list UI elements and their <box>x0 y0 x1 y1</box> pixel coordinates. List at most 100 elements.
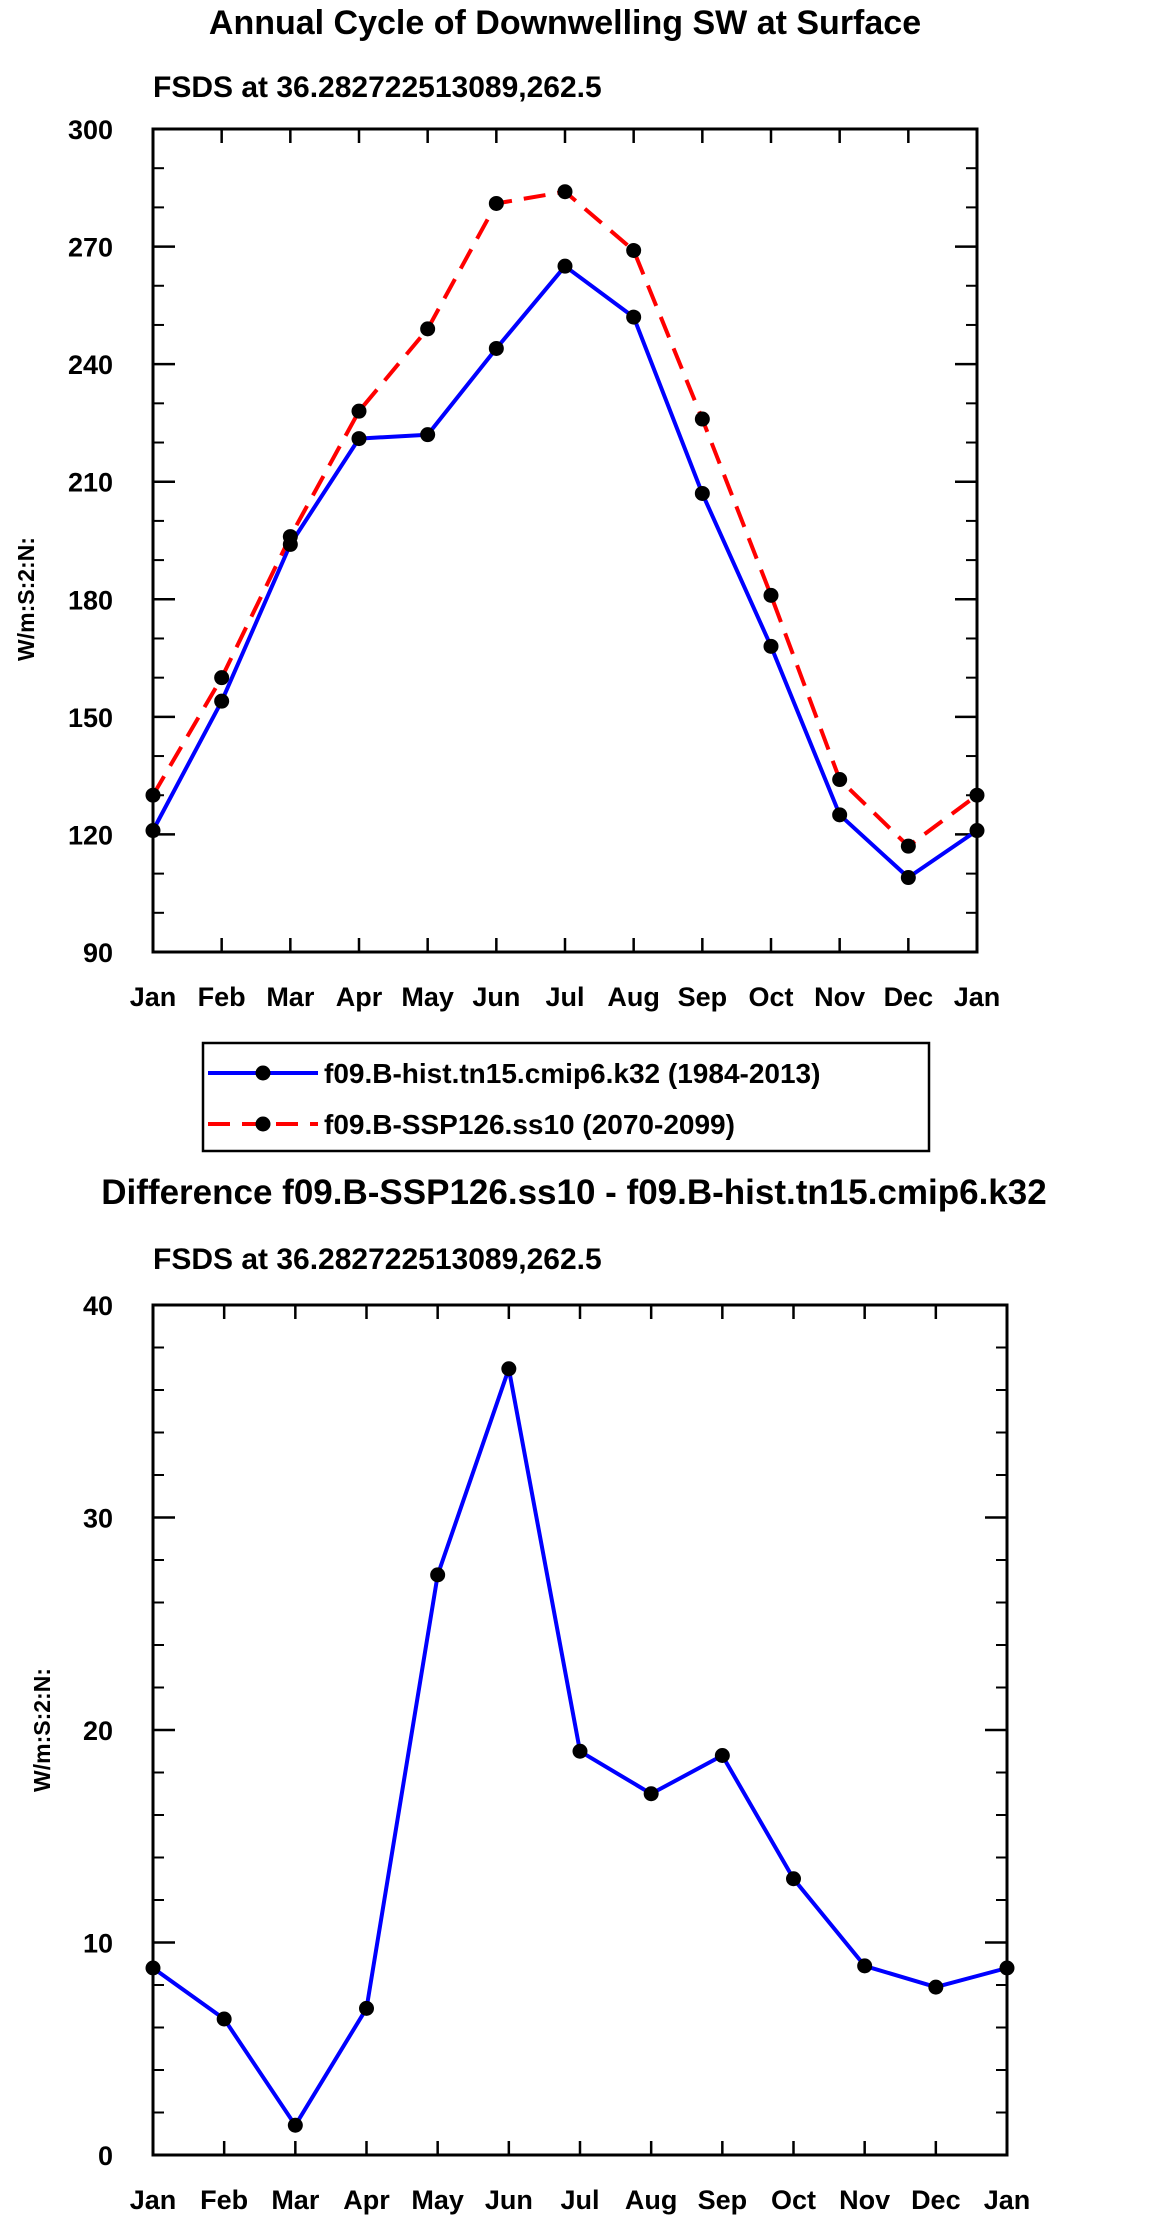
data-point <box>488 195 504 211</box>
data-point <box>626 309 642 325</box>
legend-label-ssp: f09.B-SSP126.ss10 (2070-2099) <box>324 1109 735 1140</box>
data-series <box>145 184 985 886</box>
y-tick-label: 40 <box>83 1291 113 1321</box>
tick-labels: Jan Feb Mar Apr May Jun Jul Aug Sep Oct Nov Dec Jan 9… <box>68 115 1000 1012</box>
x-tick-label: Jun <box>472 982 520 1012</box>
chart-subtitle: FSDS at 36.282722513089,262.5 <box>153 71 602 104</box>
y-tick-label: 270 <box>68 233 113 263</box>
data-point <box>359 2000 374 2016</box>
data-point <box>900 870 916 886</box>
y-tick-label: 180 <box>68 585 113 615</box>
data-point <box>145 823 161 839</box>
x-tick-label: Jul <box>545 982 584 1012</box>
y-tick-label: 90 <box>83 938 113 968</box>
x-tick-label: Sep <box>698 2185 748 2215</box>
data-point <box>420 427 436 443</box>
y-tick-label: 10 <box>83 1929 113 1959</box>
data-point <box>832 772 848 788</box>
legend-marker-hist <box>255 1065 271 1081</box>
data-point <box>214 693 230 709</box>
x-tick-label: Jul <box>560 2185 599 2215</box>
y-tick-label: 0 <box>98 2141 113 2171</box>
x-tick-label: May <box>411 2185 464 2215</box>
legend-entry-ssp: f09.B-SSP126.ss10 (2070-2099) <box>208 1109 735 1140</box>
x-tick-label: Apr <box>336 982 383 1012</box>
data-point <box>969 787 985 803</box>
x-tick-label: Oct <box>771 2185 816 2215</box>
x-tick-label: Nov <box>839 2185 890 2215</box>
chart-subtitle: FSDS at 36.282722513089,262.5 <box>153 1243 602 1276</box>
data-point <box>999 1960 1015 1976</box>
data-point <box>763 587 779 603</box>
data-point <box>488 340 504 356</box>
legend-marker-ssp <box>255 1116 271 1132</box>
y-axis-label: W/m:S:2:N: <box>29 1668 55 1792</box>
data-point <box>214 670 230 686</box>
data-point <box>430 1567 446 1583</box>
x-tick-label: Jun <box>485 2185 533 2215</box>
x-tick-label: Nov <box>814 982 865 1012</box>
data-point <box>282 529 298 545</box>
plot-frame <box>151 1303 1009 2157</box>
data-point <box>572 1743 588 1759</box>
y-tick-label: 30 <box>83 1504 113 1534</box>
x-tick-label: Apr <box>343 2185 390 2215</box>
data-point <box>763 638 779 654</box>
data-point <box>694 485 710 501</box>
data-point <box>969 823 985 839</box>
difference-chart: Difference f09.B-SSP126.ss10 - f09.B-his… <box>29 1173 1047 2215</box>
data-point <box>557 258 573 274</box>
data-point <box>145 787 161 803</box>
y-tick-label: 20 <box>83 1716 113 1746</box>
data-point <box>351 431 367 447</box>
data-point <box>501 1361 517 1377</box>
tick-labels: Jan Feb Mar Apr May Jun Jul Aug Sep Oct Nov Dec Jan 0… <box>83 1291 1030 2215</box>
chart-title: Difference f09.B-SSP126.ss10 - f09.B-his… <box>101 1173 1046 1212</box>
x-tick-label: Aug <box>625 2185 677 2215</box>
plot-frame <box>151 127 979 954</box>
x-tick-label: May <box>401 982 454 1012</box>
series-line-0 <box>151 264 979 880</box>
x-tick-label: Jan <box>954 982 1001 1012</box>
data-point <box>351 403 367 419</box>
legend-entry-hist: f09.B-hist.tn15.cmip6.k32 (1984-2013) <box>208 1058 820 1089</box>
y-tick-label: 300 <box>68 115 113 145</box>
data-point <box>643 1786 659 1802</box>
data-point <box>216 2011 232 2027</box>
y-tick-label: 240 <box>68 350 113 380</box>
axis-ticks <box>151 1303 1009 2157</box>
legend: f09.B-hist.tn15.cmip6.k32 (1984-2013) f0… <box>201 1041 931 1153</box>
x-tick-label: Jan <box>984 2185 1031 2215</box>
y-axis-label: W/m:S:2:N: <box>13 537 39 661</box>
data-series <box>145 1361 1015 2133</box>
data-point <box>900 838 916 854</box>
data-point <box>145 1960 161 1976</box>
data-point <box>786 1871 801 1887</box>
legend-label-hist: f09.B-hist.tn15.cmip6.k32 (1984-2013) <box>324 1058 820 1089</box>
legend-box <box>201 1041 931 1153</box>
data-point <box>714 1748 730 1763</box>
x-tick-label: Mar <box>266 982 315 1012</box>
x-tick-label: Oct <box>748 982 793 1012</box>
y-tick-label: 210 <box>68 468 113 498</box>
y-tick-label: 150 <box>68 703 113 733</box>
data-point <box>694 411 710 427</box>
y-tick-label: 120 <box>68 820 113 850</box>
chart-title: Annual Cycle of Downwelling SW at Surfac… <box>209 4 921 42</box>
x-tick-label: Jan <box>130 2185 177 2215</box>
data-point <box>857 1958 873 1974</box>
x-tick-label: Jan <box>130 982 177 1012</box>
series-line-1 <box>151 189 979 849</box>
x-tick-label: Sep <box>678 982 728 1012</box>
data-point <box>287 2117 303 2133</box>
data-point <box>557 184 573 200</box>
x-tick-label: Aug <box>607 982 659 1012</box>
x-tick-label: Mar <box>271 2185 320 2215</box>
x-tick-label: Feb <box>200 2185 248 2215</box>
x-tick-label: Dec <box>884 982 934 1012</box>
x-tick-label: Dec <box>911 2185 961 2215</box>
data-point <box>420 321 436 337</box>
data-point <box>832 807 848 823</box>
annual-cycle-chart: Annual Cycle of Downwelling SW at Surfac… <box>13 4 1000 1153</box>
